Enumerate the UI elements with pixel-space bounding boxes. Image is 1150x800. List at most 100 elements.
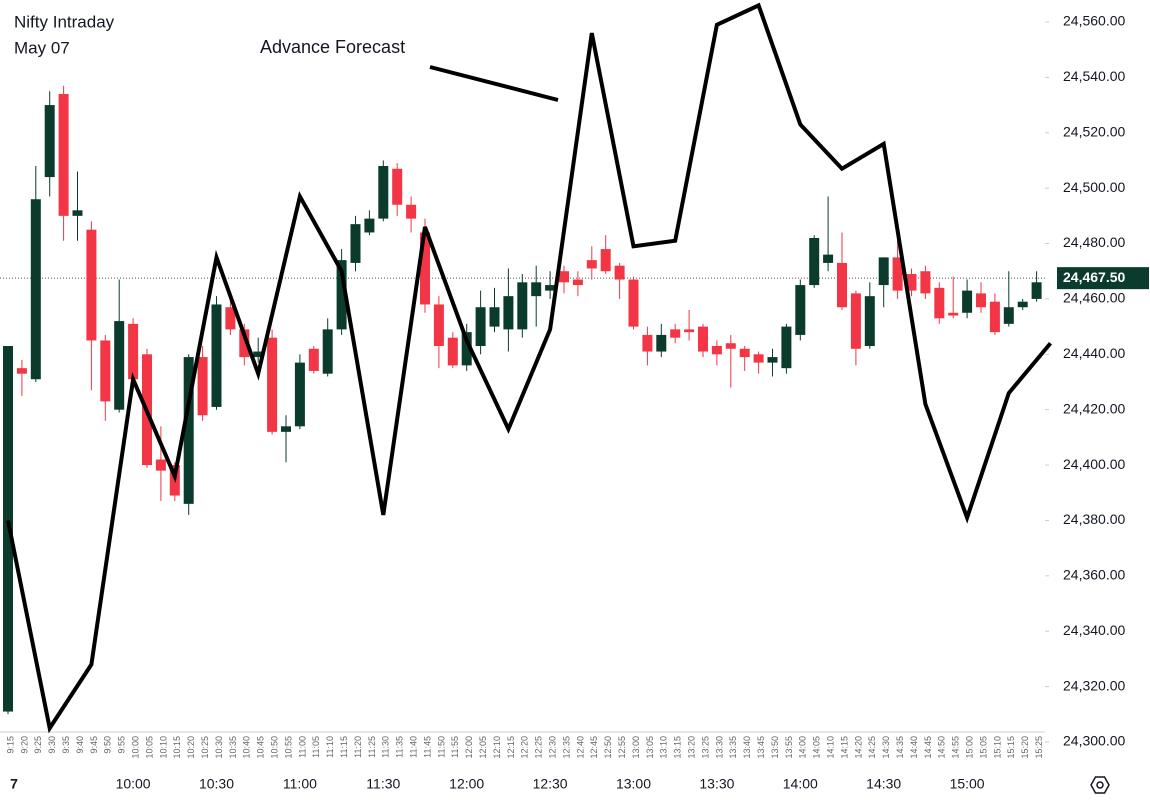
x-major-label: 14:00 <box>783 776 818 792</box>
settings-icon[interactable] <box>1090 776 1110 794</box>
candle-body <box>892 257 903 291</box>
x-tick-label: 12:05 <box>478 736 488 759</box>
candle-body <box>795 285 806 335</box>
x-tick-label: 13:45 <box>756 736 766 759</box>
x-tick-label: 14:45 <box>923 736 933 759</box>
x-tick-label: 13:25 <box>700 736 710 759</box>
candle-body <box>1017 301 1028 308</box>
y-tick-label: 24,360.00 <box>1063 567 1125 583</box>
x-tick-label: 14:25 <box>867 736 877 759</box>
y-tick-label: 24,460.00 <box>1063 290 1125 306</box>
candle-body <box>253 351 264 358</box>
candle-body <box>392 168 403 205</box>
x-tick-label: 11:45 <box>422 736 432 758</box>
x-major-label: 12:30 <box>533 776 568 792</box>
x-major-label: 10:30 <box>199 776 234 792</box>
candle-body <box>642 334 653 352</box>
y-tick-label: 24,420.00 <box>1063 400 1125 416</box>
candle-body <box>767 357 778 363</box>
x-tick-label: 15:00 <box>964 736 974 759</box>
x-tick-label: 14:55 <box>951 736 961 759</box>
x-tick-label: 12:20 <box>520 736 530 759</box>
candle-body <box>114 321 125 410</box>
candle-body <box>781 326 792 369</box>
candle-body <box>850 293 861 349</box>
x-tick-label: 13:05 <box>645 736 655 759</box>
candle-body <box>364 218 375 233</box>
candle-body <box>475 307 486 346</box>
x-tick-label: 11:20 <box>353 736 363 758</box>
last-price-box <box>1057 267 1149 290</box>
x-tick-label: 10:15 <box>172 736 182 759</box>
x-tick-label: 12:40 <box>575 736 585 759</box>
x-tick-label: 14:50 <box>937 736 947 759</box>
candle-body <box>572 279 583 286</box>
candle-body <box>308 348 319 371</box>
x-tick-label: 14:00 <box>798 736 808 759</box>
x-tick-label: 10:30 <box>214 736 224 759</box>
candle-body <box>976 293 986 308</box>
candle-body <box>16 368 27 374</box>
x-tick-label: 14:35 <box>895 736 905 759</box>
candle-body <box>698 326 708 352</box>
chart-subtitle: May 07 <box>14 38 70 57</box>
x-tick-label: 10:45 <box>256 736 266 759</box>
x-tick-label: 15:10 <box>992 736 1002 759</box>
candle-body <box>197 357 208 416</box>
x-tick-label: 12:35 <box>561 736 571 759</box>
x-tick-label: 15:05 <box>978 736 988 759</box>
x-tick-label: 11:05 <box>311 736 321 758</box>
x-major-label: 12:00 <box>449 776 484 792</box>
y-tick-label: 24,400.00 <box>1063 456 1125 472</box>
candle-body <box>503 296 514 330</box>
x-tick-label: 12:30 <box>547 736 557 759</box>
annotation-arrow <box>429 65 559 102</box>
x-tick-label: 14:20 <box>853 736 863 759</box>
x-tick-label: 15:25 <box>1034 736 1044 759</box>
candle-body <box>183 357 194 504</box>
candle-body <box>989 301 1000 333</box>
x-tick-label: 10:20 <box>186 736 196 759</box>
x-major-label: 13:30 <box>699 776 734 792</box>
candle-body <box>586 260 597 269</box>
x-major-label: 14:30 <box>866 776 901 792</box>
x-tick-label: 14:05 <box>812 736 822 759</box>
candle-body <box>864 296 875 346</box>
x-tick-label: 15:20 <box>1020 736 1030 759</box>
candle-body <box>614 265 625 280</box>
x-major-label: 10:00 <box>116 776 151 792</box>
y-tick-label: 24,440.00 <box>1063 345 1125 361</box>
annotation: Advance Forecast <box>260 37 405 57</box>
settings-hex <box>1090 776 1110 794</box>
x-tick-label: 11:15 <box>339 736 349 758</box>
x-tick-label: 9:45 <box>89 736 99 754</box>
x-tick-label: 9:15 <box>5 736 15 754</box>
y-tick-label: 24,540.00 <box>1063 68 1125 84</box>
x-tick-label: 12:10 <box>492 736 502 759</box>
candle-body <box>600 249 611 272</box>
candle-body <box>406 204 417 219</box>
candle-body <box>725 343 736 349</box>
candle-body <box>322 329 333 374</box>
candle-body <box>878 257 889 286</box>
x-tick-label: 10:35 <box>228 736 238 759</box>
candle-body <box>1003 307 1014 324</box>
candle-body <box>489 307 500 327</box>
x-tick-label: 9:25 <box>33 736 43 754</box>
x-major-label: 11:00 <box>283 776 317 792</box>
candle-body <box>809 238 820 286</box>
x-tick-label: 9:20 <box>19 736 29 754</box>
candle-body <box>225 307 236 330</box>
candle-body <box>336 260 347 330</box>
x-tick-label: 13:15 <box>673 736 683 759</box>
candle-body <box>44 105 55 178</box>
candle-body <box>58 94 69 216</box>
y-tick-label: 24,560.00 <box>1063 13 1125 29</box>
candle-body <box>753 354 764 363</box>
x-tick-label: 13:00 <box>631 736 641 759</box>
x-tick-label: 12:50 <box>603 736 613 759</box>
x-major-label: 7 <box>10 776 18 792</box>
y-tick-label: 24,340.00 <box>1063 622 1125 638</box>
x-tick-label: 13:40 <box>742 736 752 759</box>
